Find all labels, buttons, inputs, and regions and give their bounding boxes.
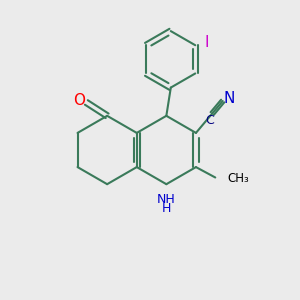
Text: I: I [204,35,209,50]
Text: NH: NH [157,193,176,206]
Text: O: O [73,94,85,109]
Text: C: C [206,114,214,127]
Text: CH₃: CH₃ [228,172,250,185]
Text: N: N [224,91,235,106]
Text: H: H [162,202,171,215]
